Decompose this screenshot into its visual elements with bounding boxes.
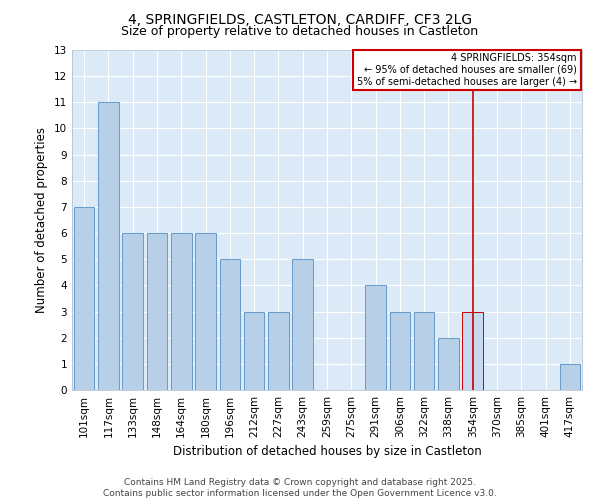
Bar	[268, 312, 289, 390]
Bar	[414, 312, 434, 390]
Bar	[438, 338, 459, 390]
Bar	[195, 233, 216, 390]
Y-axis label: Number of detached properties: Number of detached properties	[35, 127, 49, 313]
Bar	[560, 364, 580, 390]
Bar	[220, 259, 240, 390]
Text: 4, SPRINGFIELDS, CASTLETON, CARDIFF, CF3 2LG: 4, SPRINGFIELDS, CASTLETON, CARDIFF, CF3…	[128, 12, 472, 26]
Bar	[292, 259, 313, 390]
Text: Size of property relative to detached houses in Castleton: Size of property relative to detached ho…	[121, 25, 479, 38]
Bar	[98, 102, 119, 390]
Bar	[389, 312, 410, 390]
Text: Contains HM Land Registry data © Crown copyright and database right 2025.
Contai: Contains HM Land Registry data © Crown c…	[103, 478, 497, 498]
Bar	[463, 312, 483, 390]
Bar	[365, 286, 386, 390]
Bar	[122, 233, 143, 390]
Text: 4 SPRINGFIELDS: 354sqm
← 95% of detached houses are smaller (69)
5% of semi-deta: 4 SPRINGFIELDS: 354sqm ← 95% of detached…	[357, 54, 577, 86]
Bar	[74, 207, 94, 390]
X-axis label: Distribution of detached houses by size in Castleton: Distribution of detached houses by size …	[173, 446, 481, 458]
Bar	[244, 312, 265, 390]
Bar	[171, 233, 191, 390]
Bar	[146, 233, 167, 390]
